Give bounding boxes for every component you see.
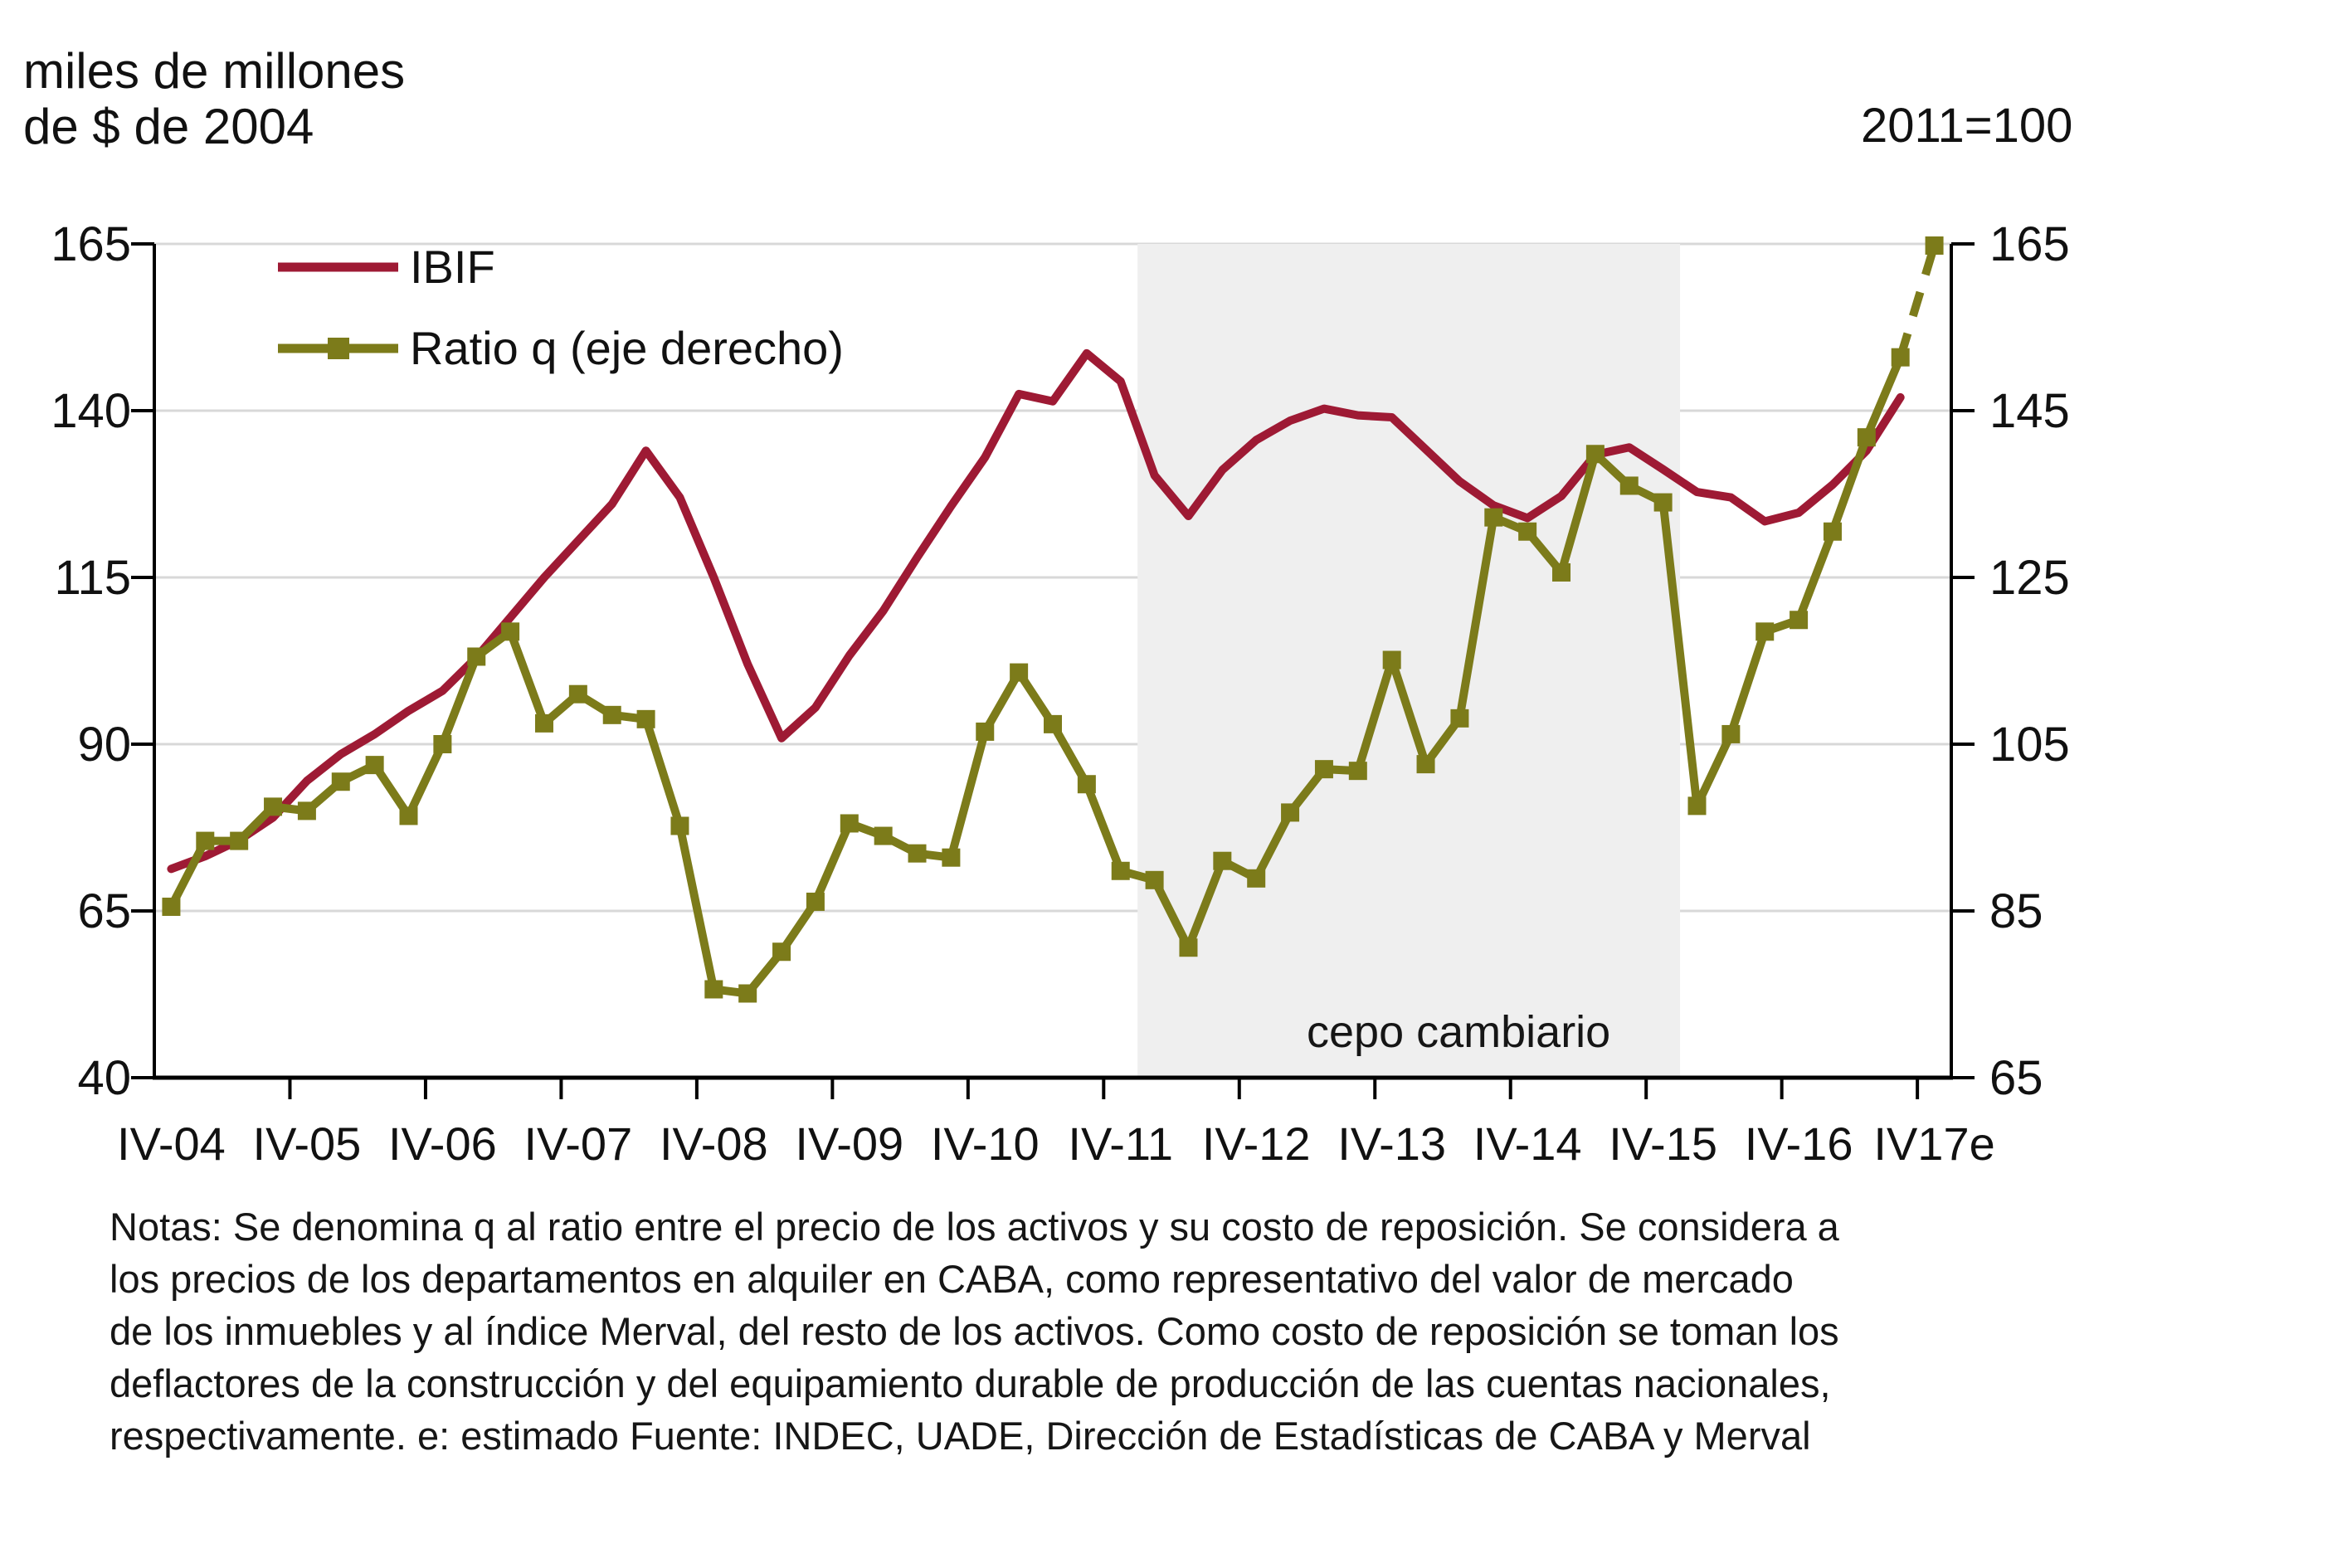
x-tick-label: IV-14 xyxy=(1473,1118,1582,1170)
legend-label: IBIF xyxy=(410,241,495,293)
notes-line-4: deflactores de la construcción y del equ… xyxy=(110,1361,1831,1405)
x-tick-label: IV-13 xyxy=(1337,1118,1446,1170)
data-point-marker xyxy=(1891,348,1910,367)
data-point-marker xyxy=(196,831,215,850)
series-line-ratio-q-estimated xyxy=(1896,244,1939,359)
data-point-marker xyxy=(1281,803,1300,822)
data-point-marker xyxy=(602,705,621,724)
legend-label: Ratio q (eje derecho) xyxy=(410,322,844,374)
x-tick-label: IV17e xyxy=(1873,1118,1994,1170)
data-point-marker xyxy=(1010,663,1029,682)
data-point-marker xyxy=(399,806,418,825)
data-point-marker xyxy=(1653,493,1673,512)
data-point-marker xyxy=(1348,762,1367,781)
left-axis-title-line1: miles de millones xyxy=(23,43,406,99)
data-point-marker xyxy=(1179,938,1198,957)
data-point-marker xyxy=(501,622,520,641)
x-tick-label: IV-05 xyxy=(253,1118,362,1170)
data-point-marker xyxy=(1552,562,1571,582)
data-point-marker xyxy=(230,831,249,850)
data-point-marker xyxy=(772,942,791,962)
data-point-marker xyxy=(1247,869,1266,888)
chart-notes: Notas: Se denomina q al ratio entre el p… xyxy=(110,1201,2242,1463)
data-point-marker xyxy=(1145,870,1164,889)
data-point-marker xyxy=(806,892,825,911)
x-tick-label: IV-09 xyxy=(795,1118,903,1170)
notes-line-3: de los inmuebles y al índice Merval, del… xyxy=(110,1308,1839,1353)
x-tick-label: IV-15 xyxy=(1609,1118,1717,1170)
x-tick-label: IV-07 xyxy=(523,1118,632,1170)
data-point-marker xyxy=(1484,508,1503,527)
data-point-marker xyxy=(1619,476,1639,495)
data-point-marker xyxy=(636,709,655,728)
data-point-marker xyxy=(1382,650,1401,670)
left-tick-label: 140 xyxy=(51,384,131,438)
data-point-marker xyxy=(568,684,587,704)
data-point-marker xyxy=(162,897,181,916)
data-point-marker xyxy=(976,722,995,741)
data-point-marker xyxy=(534,713,553,733)
right-tick-label: 85 xyxy=(1989,884,2043,938)
right-axis-title: 2011=100 xyxy=(1861,99,2073,153)
data-point-marker xyxy=(433,735,452,753)
data-point-marker xyxy=(704,980,723,999)
data-point-marker xyxy=(264,797,283,816)
left-axis-title: miles de millones de $ de 2004 xyxy=(23,43,405,154)
left-tick-label: 115 xyxy=(55,551,131,605)
left-axis-title-line2: de $ de 2004 xyxy=(23,99,314,155)
data-point-marker xyxy=(297,801,316,821)
right-tick-label: 65 xyxy=(1989,1051,2043,1105)
data-point-marker xyxy=(1416,755,1435,774)
left-tick-label: 90 xyxy=(77,718,131,772)
left-tick-label: 65 xyxy=(77,884,131,938)
data-point-marker xyxy=(1755,622,1775,641)
x-tick-label: IV-10 xyxy=(931,1118,1040,1170)
x-tick-label: IV-04 xyxy=(117,1118,226,1170)
x-tick-label: IV-06 xyxy=(388,1118,497,1170)
right-tick-label: 165 xyxy=(1989,217,2070,271)
data-point-marker xyxy=(874,826,893,845)
data-point-marker xyxy=(1687,796,1707,816)
left-tick-label: 40 xyxy=(77,1051,131,1105)
right-tick-label: 145 xyxy=(1989,384,2070,438)
band-label: cepo cambiario xyxy=(1307,1007,1610,1057)
x-tick-label: IV-11 xyxy=(1068,1118,1173,1170)
data-point-marker xyxy=(1044,714,1062,733)
data-point-marker xyxy=(1213,851,1232,870)
data-point-marker xyxy=(365,756,384,775)
left-tick-label: 165 xyxy=(51,217,131,271)
series-line-ratio-q xyxy=(167,353,1905,998)
data-point-marker xyxy=(1823,522,1842,541)
data-point-marker xyxy=(738,984,757,1003)
data-point-marker xyxy=(670,816,689,835)
x-tick-label: IV-12 xyxy=(1202,1118,1311,1170)
data-point-marker xyxy=(1925,236,1944,256)
data-point-marker xyxy=(467,647,486,666)
data-point-marker xyxy=(1518,522,1537,541)
right-tick-label: 125 xyxy=(1989,551,2070,605)
data-point-marker xyxy=(908,844,927,863)
data-point-marker xyxy=(1450,709,1469,728)
data-point-marker xyxy=(1857,428,1876,447)
notes-line-1: Notas: Se denomina q al ratio entre el p… xyxy=(110,1205,1839,1249)
right-tick-label: 105 xyxy=(1989,718,2070,772)
cepo-band xyxy=(1137,244,1681,1078)
notes-line-5: respectivamente. e: estimado Fuente: IND… xyxy=(110,1413,1811,1458)
data-point-marker xyxy=(840,814,859,833)
data-point-marker xyxy=(331,772,350,791)
x-tick-label: IV-16 xyxy=(1745,1118,1853,1170)
data-point-marker xyxy=(1314,760,1333,779)
data-point-marker xyxy=(942,848,961,867)
data-point-marker xyxy=(1721,724,1741,743)
data-point-marker xyxy=(1111,861,1130,880)
x-tick-label: IV-08 xyxy=(660,1118,768,1170)
data-point-marker xyxy=(1077,775,1096,794)
legend-marker-sample xyxy=(328,338,349,359)
series-line-ibif xyxy=(167,348,1905,874)
data-point-marker xyxy=(1790,611,1809,630)
notes-line-2: los precios de los departamentos en alqu… xyxy=(110,1256,1794,1301)
data-point-marker xyxy=(1585,445,1605,464)
